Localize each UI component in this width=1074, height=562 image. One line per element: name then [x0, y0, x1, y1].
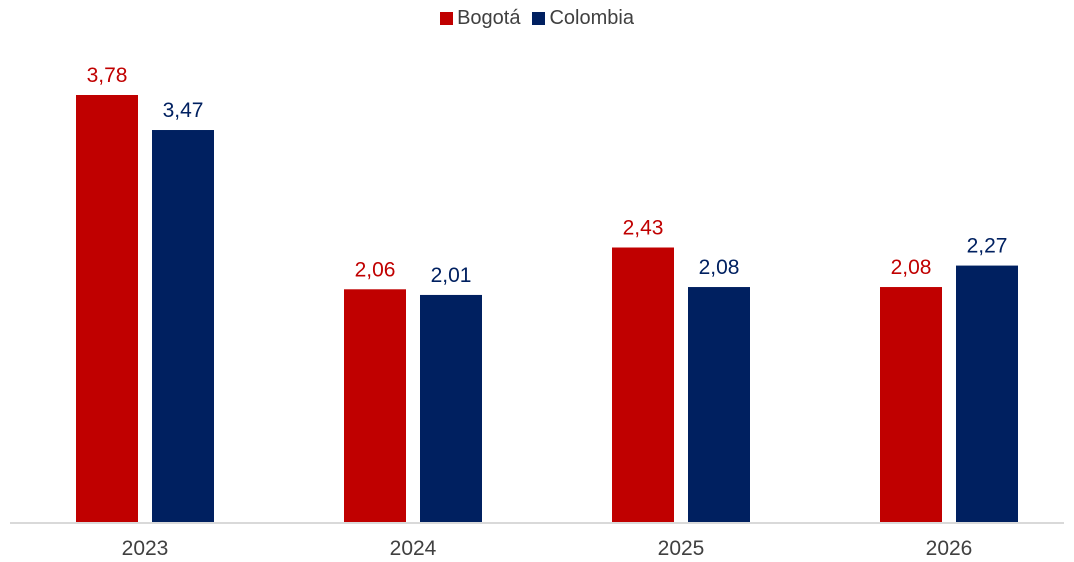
chart-legend: Bogotá Colombia [0, 7, 1074, 30]
legend-swatch-bogota [440, 12, 454, 25]
data-label-colombia-2024: 2,01 [431, 264, 472, 287]
bar-colombia-2023 [152, 130, 214, 522]
data-label-colombia-2025: 2,08 [699, 256, 740, 279]
bar-bogot-2023 [76, 95, 138, 522]
data-label-bogot-2025: 2,43 [623, 217, 664, 240]
bar-bogot-2026 [880, 287, 942, 522]
data-label-bogot-2023: 3,78 [87, 64, 128, 87]
legend-swatch-colombia [532, 12, 546, 25]
bar-colombia-2026 [956, 265, 1018, 522]
bar-bogot-2024 [344, 289, 406, 522]
x-tick-label-2024: 2024 [390, 537, 437, 560]
data-label-colombia-2026: 2,27 [967, 235, 1008, 258]
x-tick-label-2025: 2025 [658, 537, 705, 560]
bar-colombia-2024 [420, 294, 482, 522]
data-label-colombia-2023: 3,47 [163, 99, 204, 122]
data-label-bogot-2026: 2,08 [891, 256, 932, 279]
legend-label-bogota: Bogotá [457, 7, 521, 29]
x-tick-label-2026: 2026 [926, 537, 973, 560]
legend-label-colombia: Colombia [549, 7, 634, 29]
data-label-bogot-2024: 2,06 [355, 258, 396, 281]
x-tick-label-2023: 2023 [122, 537, 169, 560]
legend-item-colombia: Colombia [532, 7, 634, 30]
legend-item-bogota: Bogotá [440, 7, 520, 30]
bar-bogot-2025 [612, 247, 674, 522]
bar-colombia-2025 [688, 287, 750, 522]
